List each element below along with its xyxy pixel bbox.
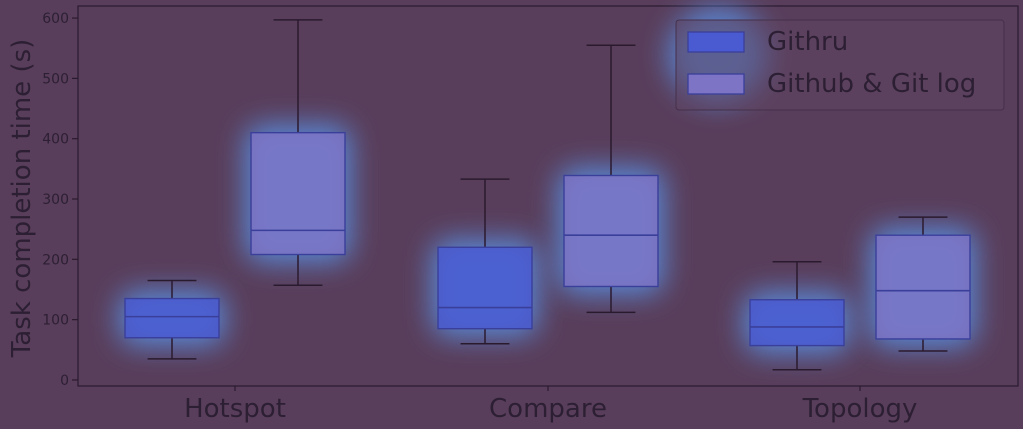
- box-1-2: [875, 216, 971, 352]
- y-tick-label: 0: [60, 373, 69, 389]
- box-iqr: [250, 131, 346, 256]
- y-tick-label: 400: [42, 132, 69, 148]
- box-0-0: [124, 279, 220, 360]
- y-tick-label: 600: [42, 11, 69, 27]
- y-axis: 0 100 200 300 400 500 600: [42, 11, 78, 389]
- box-1-0: [250, 19, 346, 287]
- box-1-1: [563, 44, 659, 314]
- box-iqr: [124, 297, 220, 339]
- y-axis-label: Task completion time (s): [7, 39, 37, 359]
- box-iqr: [563, 174, 659, 288]
- x-axis: Hotspot Compare Topology: [184, 386, 917, 424]
- legend-label: Github & Git log: [767, 69, 976, 99]
- attention-heatmap-layer: [119, 124, 976, 354]
- x-tick-label: Hotspot: [184, 394, 286, 424]
- box-iqr: [875, 234, 971, 340]
- legend-swatch: [687, 73, 745, 95]
- x-tick-label: Compare: [489, 394, 607, 424]
- legend: Githru Github & Git log: [668, 7, 1005, 111]
- y-tick-label: 100: [42, 313, 69, 329]
- box-iqr: [749, 299, 845, 347]
- box-series-group: [124, 19, 971, 371]
- box-iqr: [437, 246, 533, 330]
- box-0-1: [437, 178, 533, 345]
- legend-swatch: [687, 31, 745, 53]
- y-tick-label: 500: [42, 71, 69, 87]
- legend-frame: [675, 19, 1005, 111]
- box-0-2: [749, 260, 845, 371]
- x-tick-label: Topology: [802, 394, 918, 424]
- y-tick-label: 300: [42, 192, 69, 208]
- y-tick-label: 200: [42, 252, 69, 268]
- legend-label: Githru: [767, 27, 848, 57]
